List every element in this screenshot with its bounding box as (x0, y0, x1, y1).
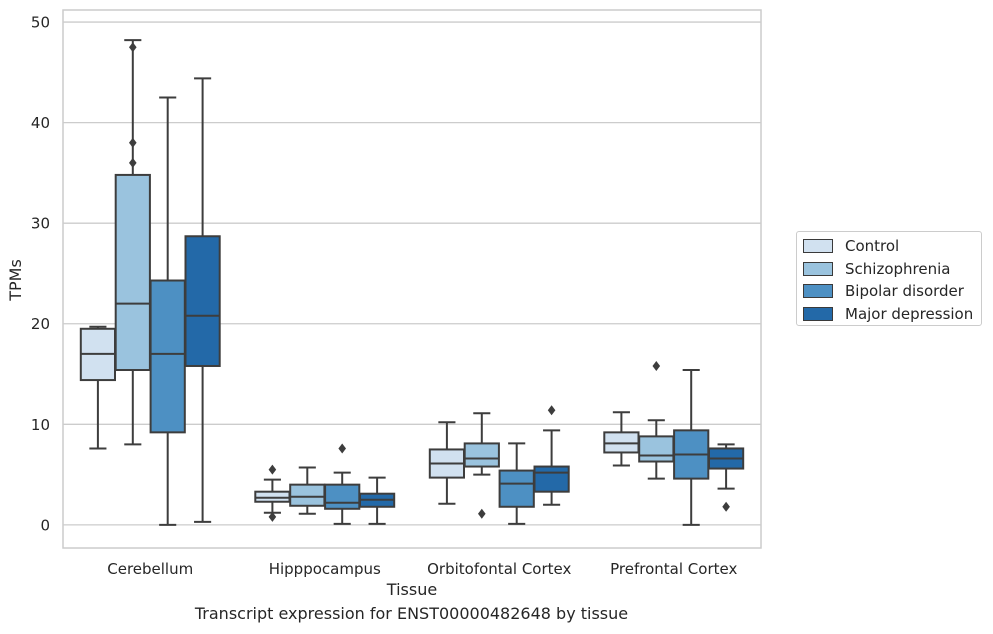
x-tick-label: Orbitofontal Cortex (427, 560, 571, 578)
x-tick-label: Prefrontal Cortex (610, 560, 737, 578)
y-tick-label: 20 (31, 315, 50, 333)
box-3-3 (707, 443, 745, 512)
box-2-1 (463, 412, 500, 519)
box-3-0 (603, 411, 640, 467)
box-body (498, 469, 535, 508)
plot-frame (62, 9, 762, 549)
outlier-point (478, 508, 486, 519)
box-0-0 (79, 325, 117, 450)
outlier-point (268, 511, 277, 522)
y-tick-label: 10 (31, 416, 50, 434)
outlier-point (129, 42, 137, 53)
chart-caption: Transcript expression for ENST0000048264… (194, 604, 629, 623)
box-2-3 (533, 405, 570, 506)
box-0-1 (114, 39, 151, 446)
x-tick-label: Hipppocampus (269, 560, 381, 578)
y-axis-label: TPMs (6, 259, 25, 302)
outlier-point (722, 501, 730, 512)
outlier-point (547, 405, 556, 416)
box-2-2 (498, 442, 535, 525)
legend-item-control: Control (803, 235, 981, 258)
y-tick-labels: 0 10 20 30 40 50 (31, 14, 50, 535)
y-tick-label: 40 (31, 114, 50, 132)
outlier-point (652, 360, 661, 371)
legend: Control Schizophrenia Bipolar disorder M… (796, 231, 982, 326)
legend-label-control: Control (845, 237, 900, 256)
y-tick-label: 50 (31, 14, 50, 32)
legend-item-schizophrenia: Schizophrenia (803, 258, 981, 281)
box-body (289, 483, 326, 507)
box-3-1 (638, 360, 675, 480)
box-body (184, 235, 221, 367)
outlier-point (338, 443, 346, 454)
box-2-0 (428, 421, 466, 505)
box-1-0 (254, 464, 291, 522)
legend-swatch-bipolar-disorder (803, 284, 833, 299)
legend-swatch-major-depression (803, 306, 833, 321)
x-tick-labels: Cerebellum Hipppocampus Orbitofontal Corte… (107, 560, 737, 578)
outlier-point (129, 137, 137, 148)
box-body (254, 490, 291, 503)
box-body (324, 483, 361, 510)
box-body (603, 431, 640, 454)
outlier-point (268, 464, 277, 475)
box-3-2 (673, 369, 710, 526)
boxes (79, 39, 745, 526)
y-tick-label: 30 (31, 215, 50, 233)
legend-item-bipolar-disorder: Bipolar disorder (803, 280, 981, 303)
box-body (638, 435, 675, 463)
box-0-3 (184, 77, 221, 523)
legend-swatch-schizophrenia (803, 261, 833, 276)
legend-label-schizophrenia: Schizophrenia (845, 259, 951, 278)
legend-swatch-control (803, 239, 833, 254)
legend-item-major-depression: Major depression (803, 303, 981, 326)
box-body (114, 173, 151, 372)
box-body (463, 442, 500, 468)
x-axis-label: Tissue (386, 580, 437, 599)
legend-label-major-depression: Major depression (845, 304, 974, 323)
legend-label-bipolar-disorder: Bipolar disorder (845, 282, 964, 301)
x-tick-label: Cerebellum (107, 560, 193, 578)
outlier-point (129, 157, 137, 168)
box-body (533, 465, 570, 493)
box-1-1 (289, 466, 326, 515)
box-0-2 (149, 96, 186, 526)
box-1-3 (358, 476, 396, 525)
y-tick-label: 0 (40, 516, 50, 534)
box-1-2 (324, 443, 361, 525)
box-body (149, 279, 186, 434)
